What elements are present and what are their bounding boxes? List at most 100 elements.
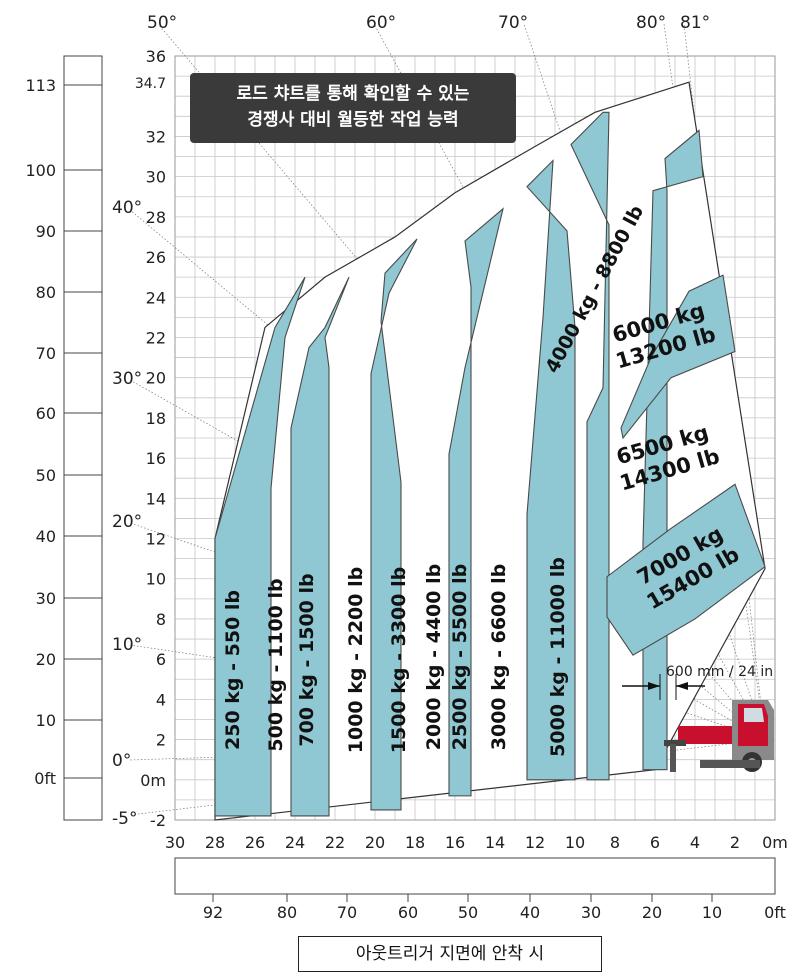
y-tick-ft: 100 bbox=[25, 161, 56, 180]
band-label-vertical: 2500 kg - 5500 lb bbox=[449, 564, 471, 750]
y-tick-m: 6 bbox=[156, 650, 166, 669]
x-tick-m: 6 bbox=[650, 833, 660, 852]
footer-label: 아웃트리거 지면에 안착 시 bbox=[298, 936, 602, 972]
y-tick-m: 22 bbox=[146, 328, 166, 347]
x-tick-m: 28 bbox=[205, 833, 225, 852]
band-label-text: 2500 kg - 5500 lb bbox=[449, 564, 471, 750]
x-tick-ft: 20 bbox=[642, 903, 662, 922]
telehandler-icon bbox=[664, 700, 774, 772]
y-tick-m: 36 bbox=[146, 47, 166, 66]
load-band-9 bbox=[606, 483, 766, 656]
caption-line-2: 경쟁사 대비 월등한 작업 능력 bbox=[247, 110, 459, 130]
y-tick-m: -2 bbox=[150, 811, 166, 830]
band-label-vertical: 2000 kg - 4400 lb bbox=[423, 564, 445, 750]
y-tick-ft: 10 bbox=[36, 711, 56, 730]
x-tick-ft: 30 bbox=[581, 903, 601, 922]
load-band-3 bbox=[370, 238, 418, 811]
angle-guide-line bbox=[683, 23, 766, 740]
x-tick-ft: 80 bbox=[277, 903, 297, 922]
band-label-text: 1000 kg - 2200 lb bbox=[345, 567, 367, 753]
boom-angle-label: 81° bbox=[680, 13, 710, 33]
band-label-text: 2000 kg - 4400 lb bbox=[423, 564, 445, 750]
y-tick-m: 32 bbox=[146, 127, 166, 146]
angle-guide-line bbox=[373, 23, 766, 740]
y-tick-m: 16 bbox=[146, 449, 166, 468]
boom-angle-label: 60° bbox=[366, 13, 396, 33]
y-tick-m: 18 bbox=[146, 409, 166, 428]
band-label-vertical: 500 kg - 1100 lb bbox=[265, 578, 287, 751]
band-label-vertical: 1500 kg - 3300 lb bbox=[388, 567, 410, 753]
band-label-text: 5000 kg - 11000 lb bbox=[547, 557, 569, 757]
y-tick-ft: 30 bbox=[36, 589, 56, 608]
x-tick-m: 4 bbox=[690, 833, 700, 852]
clearance-annotation: 600 mm / 24 in bbox=[622, 664, 773, 700]
boom-angle-label: 10° bbox=[112, 635, 142, 655]
x-tick-m-end: 0m bbox=[762, 833, 788, 852]
y-tick-ft: 40 bbox=[36, 527, 56, 546]
y-tick-ft: 50 bbox=[36, 466, 56, 485]
x-tick-ft: 10 bbox=[702, 903, 722, 922]
y-tick-m: 30 bbox=[146, 168, 166, 187]
x-tick-m: 24 bbox=[285, 833, 305, 852]
x-tick-m: 18 bbox=[405, 833, 425, 852]
x-tick-m: 14 bbox=[485, 833, 505, 852]
x-tick-ft: 50 bbox=[458, 903, 478, 922]
clearance-label: 600 mm / 24 in bbox=[666, 664, 773, 680]
y-tick-ft: 80 bbox=[36, 283, 56, 302]
y-tick-m: 12 bbox=[146, 530, 166, 549]
load-band-2 bbox=[290, 276, 350, 817]
y-tick-m: 14 bbox=[146, 489, 166, 508]
boom-angle-label: 30° bbox=[112, 369, 142, 389]
y-tick-m: 24 bbox=[146, 288, 166, 307]
boom-angle-label: 20° bbox=[112, 512, 142, 532]
band-label-vertical: 700 kg - 1500 lb bbox=[296, 573, 318, 746]
load-band-8 bbox=[620, 274, 736, 440]
x-tick-ft: 92 bbox=[203, 903, 223, 922]
y-tick-ft: 60 bbox=[36, 404, 56, 423]
y-tick-m: 0m bbox=[140, 771, 166, 790]
boom-angle-label: 70° bbox=[498, 13, 528, 33]
y-tick-ft: 90 bbox=[36, 222, 56, 241]
band-label-text: 700 kg - 1500 lb bbox=[296, 573, 318, 746]
x-tick-m: 30 bbox=[165, 833, 185, 852]
caption-box: 로드 챠트를 통해 확인할 수 있는 경쟁사 대비 월등한 작업 능력 bbox=[190, 73, 516, 143]
boom-angle-label: 80° bbox=[636, 13, 666, 33]
y-tick-ft: 0ft bbox=[34, 769, 56, 788]
y-tick-m: 34.7 bbox=[135, 76, 166, 92]
load-band-1 bbox=[214, 276, 306, 817]
ft-scale-box bbox=[174, 857, 776, 895]
plot-frame bbox=[174, 55, 776, 821]
load-bands bbox=[214, 111, 766, 817]
band-label-vertical: 1000 kg - 2200 lb bbox=[345, 567, 367, 753]
x-tick-ft-end: 0ft bbox=[764, 903, 786, 922]
band-label-text: 250 kg - 550 lb bbox=[222, 590, 244, 750]
boom-angle-label: 0° bbox=[112, 751, 131, 771]
x-tick-m: 22 bbox=[325, 833, 345, 852]
y-tick-m: 10 bbox=[146, 570, 166, 589]
y-tick-ft: 20 bbox=[36, 650, 56, 669]
x-tick-m: 2 bbox=[730, 833, 740, 852]
x-tick-ft: 70 bbox=[337, 903, 357, 922]
load-band-5 bbox=[526, 159, 576, 781]
y-tick-m: 26 bbox=[146, 248, 166, 267]
y-tick-m: 20 bbox=[146, 369, 166, 388]
band-label-vertical: 5000 kg - 11000 lb bbox=[547, 557, 569, 757]
band-label-text: 1500 kg - 3300 lb bbox=[388, 567, 410, 753]
y-tick-m: 4 bbox=[156, 690, 166, 709]
y-tick-m: 2 bbox=[156, 731, 166, 750]
y-tick-m: 8 bbox=[156, 610, 166, 629]
boom-angle-label: -5° bbox=[112, 809, 137, 829]
y-tick-ft: 113 bbox=[25, 76, 56, 95]
x-tick-m: 16 bbox=[445, 833, 465, 852]
x-tick-m: 20 bbox=[365, 833, 385, 852]
caption-line-1: 로드 챠트를 통해 확인할 수 있는 bbox=[236, 84, 470, 104]
x-tick-ft: 60 bbox=[398, 903, 418, 922]
boom-angle-label: 40° bbox=[112, 198, 142, 218]
y-tick-ft: 70 bbox=[36, 344, 56, 363]
band-label-text: 500 kg - 1100 lb bbox=[265, 578, 287, 751]
x-tick-ft: 40 bbox=[520, 903, 540, 922]
band-label-vertical: 250 kg - 550 lb bbox=[222, 590, 244, 750]
x-tick-m: 8 bbox=[610, 833, 620, 852]
